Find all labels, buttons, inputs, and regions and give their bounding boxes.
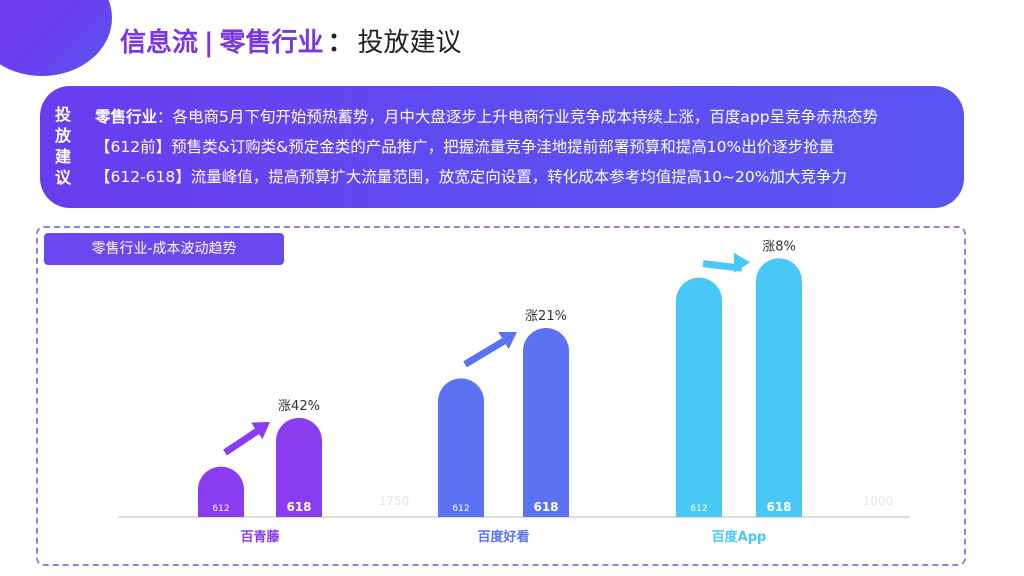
bar-label-618: 618 xyxy=(533,500,558,514)
trend-arrow-head xyxy=(733,252,750,273)
advice-line-1: 零售行业：各电商5月下旬开始预热蓄势，月中大盘逐步上升电商行业竞争成本持续上涨，… xyxy=(95,102,952,132)
page-title: 信息流 | 零售行业 ： 投放建议 xyxy=(120,22,462,59)
bar-label-612: 612 xyxy=(690,504,707,514)
advice-tag-char: 建 xyxy=(54,147,71,166)
growth-annotation: 涨8% xyxy=(762,239,796,254)
advice-line-2: 【612前】预售类&订购类&预定金类的产品推广，把握流量竞争洼地提前部署预算和提… xyxy=(95,138,835,156)
advice-lines: 零售行业：各电商5月下旬开始预热蓄势，月中大盘逐步上升电商行业竞争成本持续上涨，… xyxy=(95,102,952,192)
category-label: 百度App xyxy=(712,529,767,545)
bar-618 xyxy=(523,328,569,517)
title-part1: 信息流 xyxy=(120,28,199,58)
bar-618 xyxy=(756,258,802,517)
advice-line-3: 【612-618】流量峰值，提高预算扩大流量范围，放宽定向设置，转化成本参考均值… xyxy=(95,168,847,186)
title-part2: 零售行业 xyxy=(219,28,324,58)
chart-title: 零售行业-成本波动趋势 xyxy=(44,233,284,265)
bar-612 xyxy=(438,378,484,517)
title-colon: ： xyxy=(327,28,354,58)
bar-label-612: 612 xyxy=(212,504,229,514)
trend-arrow-head xyxy=(498,331,517,349)
faint-tick-label: 1750 xyxy=(379,494,410,508)
title-separator: | xyxy=(204,28,214,58)
title-part3: 投放建议 xyxy=(357,28,462,58)
bar-612 xyxy=(198,466,244,517)
bar-label-618: 618 xyxy=(286,500,311,514)
advice-tag: 投 放 建 议 xyxy=(52,104,74,188)
chart-frame xyxy=(36,226,966,566)
section-badge: 4 xyxy=(0,0,112,76)
advice-line-1-text: ：各电商5月下旬开始预热蓄势，月中大盘逐步上升电商行业竞争成本持续上涨，百度ap… xyxy=(157,108,879,126)
growth-annotation: 涨21% xyxy=(525,309,567,324)
bar-label-612: 612 xyxy=(452,504,469,514)
trend-arrow-shaft xyxy=(223,424,264,456)
advice-tag-char: 放 xyxy=(54,126,71,145)
faint-tick-label: 1000 xyxy=(863,494,894,508)
bar-612 xyxy=(676,277,722,517)
advice-tag-char: 投 xyxy=(54,105,71,124)
advice-panel: 投 放 建 议 零售行业：各电商5月下旬开始预热蓄势，月中大盘逐步上升电商行业竞… xyxy=(40,86,964,208)
trend-arrow-head xyxy=(251,421,270,440)
bar-label-618: 618 xyxy=(766,500,791,514)
category-label: 百度好看 xyxy=(477,529,529,545)
advice-line-1-bold: 零售行业 xyxy=(95,108,158,126)
advice-tag-char: 议 xyxy=(54,168,71,187)
section-number: 4 xyxy=(10,0,34,8)
growth-annotation: 涨42% xyxy=(278,399,320,414)
bar-618 xyxy=(276,417,322,517)
category-label: 百青藤 xyxy=(240,529,280,545)
trend-arrow-shaft xyxy=(463,334,511,368)
